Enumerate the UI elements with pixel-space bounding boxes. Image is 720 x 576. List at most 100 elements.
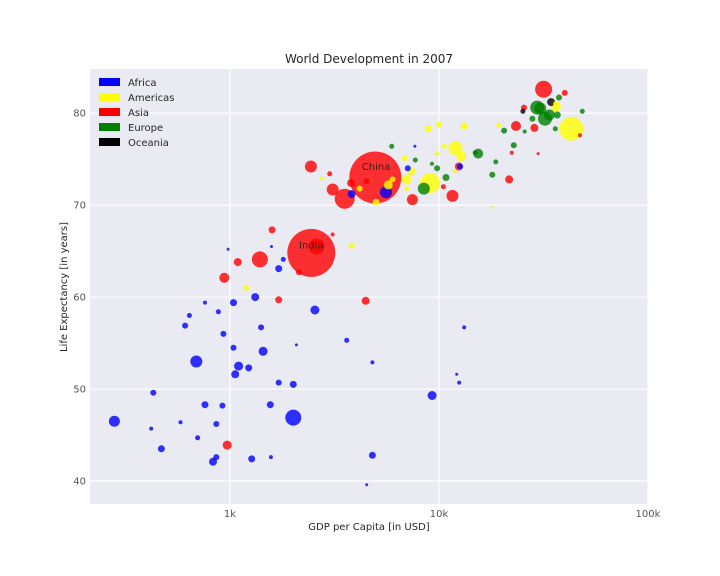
bubble-europe	[493, 159, 499, 165]
bubble-africa	[220, 330, 227, 337]
bubble-africa	[368, 451, 376, 459]
bubble-europe	[389, 143, 395, 149]
y-axis-label: Life Expectancy [in years]	[59, 222, 70, 352]
x-axis-label: GDP per Capita [in USD]	[308, 522, 429, 533]
x-tick-label: 10k	[430, 509, 449, 520]
legend-swatch-oceania	[99, 138, 120, 146]
bubble-americas	[553, 100, 559, 107]
bubble-africa	[275, 379, 282, 386]
legend-swatch-europe	[99, 123, 120, 131]
bubble-africa	[462, 325, 467, 330]
bubble-africa	[182, 322, 189, 329]
bubble-africa	[294, 343, 298, 347]
bubble-africa	[157, 445, 165, 453]
bubble-africa	[248, 455, 256, 463]
bubble-asia	[251, 251, 268, 268]
bubble-europe	[489, 171, 496, 178]
bubble-americas	[356, 185, 363, 192]
bubble-africa	[457, 163, 463, 170]
bubble-africa	[455, 372, 459, 376]
bubble-asia	[578, 133, 582, 138]
bubble-europe	[412, 157, 418, 163]
legend: Africa Americas Asia Europe Oceania	[99, 78, 174, 149]
plot-area	[90, 69, 648, 504]
legend-label-africa: Africa	[128, 78, 157, 89]
bubble-europe	[529, 115, 536, 122]
bubble-americas	[348, 242, 355, 249]
bubble-africa	[270, 245, 273, 248]
legend-label-europe: Europe	[128, 123, 163, 134]
bubble-asia	[535, 80, 553, 98]
bubble-oceania	[520, 108, 526, 114]
bubble-africa	[150, 389, 157, 396]
bubble-americas	[436, 121, 442, 128]
bubble-africa	[215, 309, 221, 315]
bubble-americas	[441, 143, 447, 149]
bubble-europe	[442, 174, 450, 181]
bubble-americas	[389, 176, 396, 183]
bubble-africa	[258, 324, 265, 331]
bubble-africa	[195, 435, 201, 441]
bubble-europe	[429, 161, 434, 166]
bubble-africa	[266, 401, 274, 409]
bubble-europe	[434, 165, 441, 172]
bubble-africa	[219, 402, 226, 409]
bubble-africa	[289, 380, 297, 388]
bubble-africa	[203, 300, 207, 305]
bubble-africa	[275, 265, 283, 273]
bubble-africa	[268, 455, 273, 460]
bubble-asia	[296, 269, 302, 276]
bubble-asia	[268, 226, 276, 234]
bubble-americas	[460, 122, 468, 130]
bubble-africa	[226, 247, 230, 251]
bubble-africa	[370, 360, 375, 365]
bubble-africa	[186, 313, 192, 318]
bubble-asia	[233, 258, 242, 267]
bubble-asia	[326, 183, 339, 196]
bubble-europe	[417, 182, 430, 195]
bubble-asia	[361, 296, 370, 305]
bubble-africa	[213, 421, 220, 427]
bubble-africa	[251, 293, 260, 302]
bubble-africa	[178, 420, 183, 425]
bubble-asia	[440, 184, 446, 190]
x-tick-label: 1k	[224, 509, 236, 520]
bubble-asia	[347, 179, 356, 187]
bubble-europe	[510, 142, 517, 149]
bubble-asia	[505, 175, 514, 184]
y-tick-label: 70	[73, 201, 86, 212]
legend-label-americas: Americas	[128, 93, 174, 104]
bubble-europe	[472, 150, 478, 156]
bubble-africa	[344, 337, 350, 343]
bubble-africa	[347, 190, 356, 199]
bubble-asia	[536, 152, 540, 156]
bubble-americas	[435, 151, 440, 156]
bubble-americas	[424, 125, 432, 133]
bubble-americas	[496, 122, 502, 128]
bubble-asia	[275, 296, 283, 304]
annotation-india: India	[299, 240, 324, 251]
bubble-series	[108, 80, 585, 487]
bubble-asia	[330, 232, 335, 237]
gridlines	[90, 69, 649, 504]
bubble-americas	[559, 116, 584, 141]
bubble-africa	[190, 355, 203, 368]
legend-swatch-asia	[99, 108, 120, 116]
bubble-africa	[427, 391, 437, 400]
bubble-asia	[530, 123, 539, 132]
bubble-africa	[285, 409, 302, 426]
bubble-asia	[222, 440, 232, 450]
bubble-americas	[456, 151, 467, 162]
bubble-europe	[556, 94, 562, 101]
bubble-africa	[201, 401, 209, 409]
bubble-americas	[448, 141, 463, 156]
legend-swatch-americas	[99, 93, 120, 101]
bubble-europe	[522, 129, 527, 134]
annotation-china: China	[362, 162, 391, 173]
y-tick-label: 60	[73, 293, 86, 304]
bubble-europe	[534, 102, 547, 115]
bubble-europe	[501, 127, 508, 134]
bubble-asia	[219, 272, 230, 283]
bubble-asia	[561, 89, 568, 96]
